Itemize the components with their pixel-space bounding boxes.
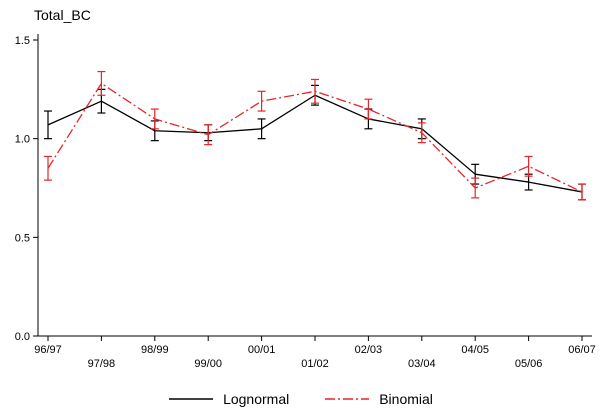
svg-text:98/99: 98/99 — [141, 344, 169, 356]
svg-text:00/01: 00/01 — [248, 344, 276, 356]
svg-text:0.0: 0.0 — [15, 331, 30, 343]
svg-text:96/97: 96/97 — [34, 344, 62, 356]
svg-text:01/02: 01/02 — [301, 358, 329, 370]
svg-text:97/98: 97/98 — [88, 358, 116, 370]
legend: Lognormal Binomial — [0, 378, 600, 419]
svg-text:06/07: 06/07 — [568, 344, 596, 356]
plot-svg: 0.0 0.5 1.0 1.5 96/97 97/98 98/99 99/00 00/01 01/… — [15, 34, 596, 370]
svg-text:02/03: 02/03 — [355, 344, 383, 356]
lognormal-line-sample-icon — [169, 397, 214, 400]
legend-label-binomial: Binomial — [379, 390, 433, 407]
legend-item-binomial: Binomial — [323, 391, 433, 407]
svg-text:04/05: 04/05 — [461, 344, 489, 356]
svg-text:05/06: 05/06 — [515, 358, 543, 370]
chart-title: Total_BC — [34, 7, 91, 23]
binomial-line-sample-icon — [325, 397, 370, 400]
svg-text:99/00: 99/00 — [194, 358, 222, 370]
svg-text:0.5: 0.5 — [15, 232, 30, 244]
legend-item-lognormal: Lognormal — [167, 391, 289, 407]
svg-text:1.0: 1.0 — [15, 134, 30, 146]
svg-text:03/04: 03/04 — [408, 358, 436, 370]
svg-text:1.5: 1.5 — [15, 35, 30, 47]
legend-label-lognormal: Lognormal — [223, 390, 290, 407]
